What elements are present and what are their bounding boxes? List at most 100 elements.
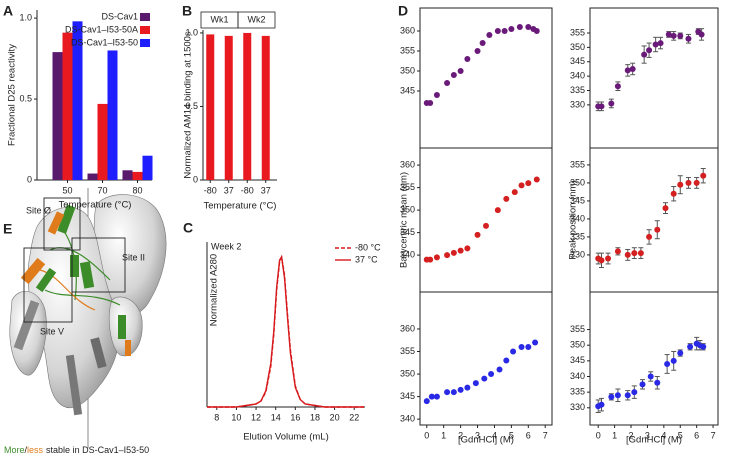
y-tick-label: 0 bbox=[193, 174, 198, 184]
point bbox=[693, 179, 700, 186]
y-tick-label: 350 bbox=[400, 368, 415, 378]
point bbox=[428, 393, 435, 400]
legend-swatch bbox=[140, 26, 150, 34]
point bbox=[450, 249, 457, 256]
point bbox=[501, 28, 508, 34]
bar bbox=[122, 170, 133, 180]
y-tick-label: 345 bbox=[400, 391, 415, 401]
legend-label: DS-Cav1 bbox=[101, 11, 138, 21]
y-tick-label: 330 bbox=[570, 249, 585, 259]
point bbox=[433, 393, 440, 400]
point bbox=[608, 100, 615, 107]
point bbox=[641, 51, 648, 58]
point bbox=[654, 226, 661, 233]
y-tick-label: 330 bbox=[570, 99, 585, 109]
y-tick-label: 340 bbox=[570, 71, 585, 81]
x-tick-label: 3 bbox=[645, 430, 650, 440]
x-axis-label: Elution Volume (mL) bbox=[243, 432, 329, 443]
point bbox=[629, 65, 636, 72]
point bbox=[654, 379, 661, 386]
group-label: Wk1 bbox=[211, 14, 229, 24]
site-label: Site V bbox=[40, 326, 64, 336]
y-tick-label: 355 bbox=[570, 324, 585, 334]
y-tick-label: 350 bbox=[570, 177, 585, 187]
y-tick-label: 350 bbox=[570, 42, 585, 52]
point bbox=[486, 32, 493, 38]
point bbox=[533, 176, 540, 183]
y-tick-label: 350 bbox=[400, 204, 415, 214]
plot-frame bbox=[589, 291, 719, 426]
y-tick-label: 340 bbox=[570, 213, 585, 223]
point bbox=[608, 393, 615, 400]
x-tick-label: 4 bbox=[492, 430, 497, 440]
panel-label: C bbox=[183, 220, 193, 236]
point bbox=[664, 360, 671, 367]
point bbox=[700, 343, 707, 350]
caption-more: More bbox=[4, 445, 25, 455]
point bbox=[488, 371, 495, 378]
point bbox=[652, 41, 659, 48]
point bbox=[494, 28, 501, 34]
caption-sep: / bbox=[25, 445, 28, 455]
point bbox=[614, 248, 621, 255]
bar bbox=[206, 34, 215, 180]
point bbox=[450, 389, 457, 396]
x-tick-label: 0 bbox=[424, 430, 429, 440]
point bbox=[657, 40, 664, 47]
point bbox=[624, 251, 631, 258]
point bbox=[464, 245, 471, 252]
legend-label: 37 °C bbox=[355, 254, 378, 264]
bar bbox=[107, 50, 118, 180]
point bbox=[631, 389, 638, 396]
line bbox=[207, 254, 365, 408]
x-tick-label: 20 bbox=[330, 412, 340, 422]
bar bbox=[243, 32, 252, 180]
point bbox=[525, 180, 532, 187]
point bbox=[598, 103, 605, 110]
point bbox=[444, 80, 451, 86]
site-label: Site Ø bbox=[26, 205, 51, 215]
y-axis-label: Barycentric mean (nm) bbox=[399, 172, 410, 268]
point bbox=[511, 189, 518, 196]
bar bbox=[224, 35, 233, 180]
x-tick-label: 4 bbox=[661, 430, 666, 440]
y-tick-label: 340 bbox=[400, 414, 415, 424]
x-tick-label: 5 bbox=[509, 430, 514, 440]
y-tick-label: 350 bbox=[570, 340, 585, 350]
point bbox=[605, 255, 612, 262]
point bbox=[433, 254, 440, 261]
y-tick-label: 0.5 bbox=[185, 101, 198, 111]
y-axis-label: Peak position (nm) bbox=[568, 180, 579, 259]
y-tick-label: 355 bbox=[570, 27, 585, 37]
y-axis-label: Normalized A280 bbox=[209, 254, 220, 326]
y-tick-label: 345 bbox=[570, 195, 585, 205]
point bbox=[624, 392, 631, 399]
y-tick-label: 1.0 bbox=[19, 12, 32, 22]
y-tick-label: 355 bbox=[400, 346, 415, 356]
point bbox=[464, 384, 471, 391]
point bbox=[518, 182, 525, 189]
bar bbox=[261, 35, 270, 180]
y-axis-label: Normalized AM14 binding at 1500s bbox=[183, 31, 194, 179]
x-tick-label: 1 bbox=[612, 430, 617, 440]
point bbox=[631, 250, 638, 257]
point bbox=[472, 380, 479, 387]
bar bbox=[52, 52, 63, 180]
x-tick-label: 22 bbox=[349, 412, 359, 422]
y-tick-label: 355 bbox=[400, 45, 415, 55]
point bbox=[665, 31, 672, 38]
point bbox=[427, 256, 434, 263]
x-tick-label: -80 bbox=[241, 185, 254, 195]
point bbox=[614, 83, 621, 90]
x-tick-label: 16 bbox=[290, 412, 300, 422]
point bbox=[474, 231, 481, 238]
point bbox=[624, 67, 631, 74]
point bbox=[639, 381, 646, 388]
point bbox=[647, 373, 654, 380]
plot-frame bbox=[419, 291, 553, 426]
x-tick-label: 10 bbox=[231, 412, 241, 422]
structure-illustration bbox=[9, 188, 167, 448]
point bbox=[450, 72, 457, 78]
point bbox=[503, 195, 510, 202]
y-tick-label: 335 bbox=[570, 387, 585, 397]
